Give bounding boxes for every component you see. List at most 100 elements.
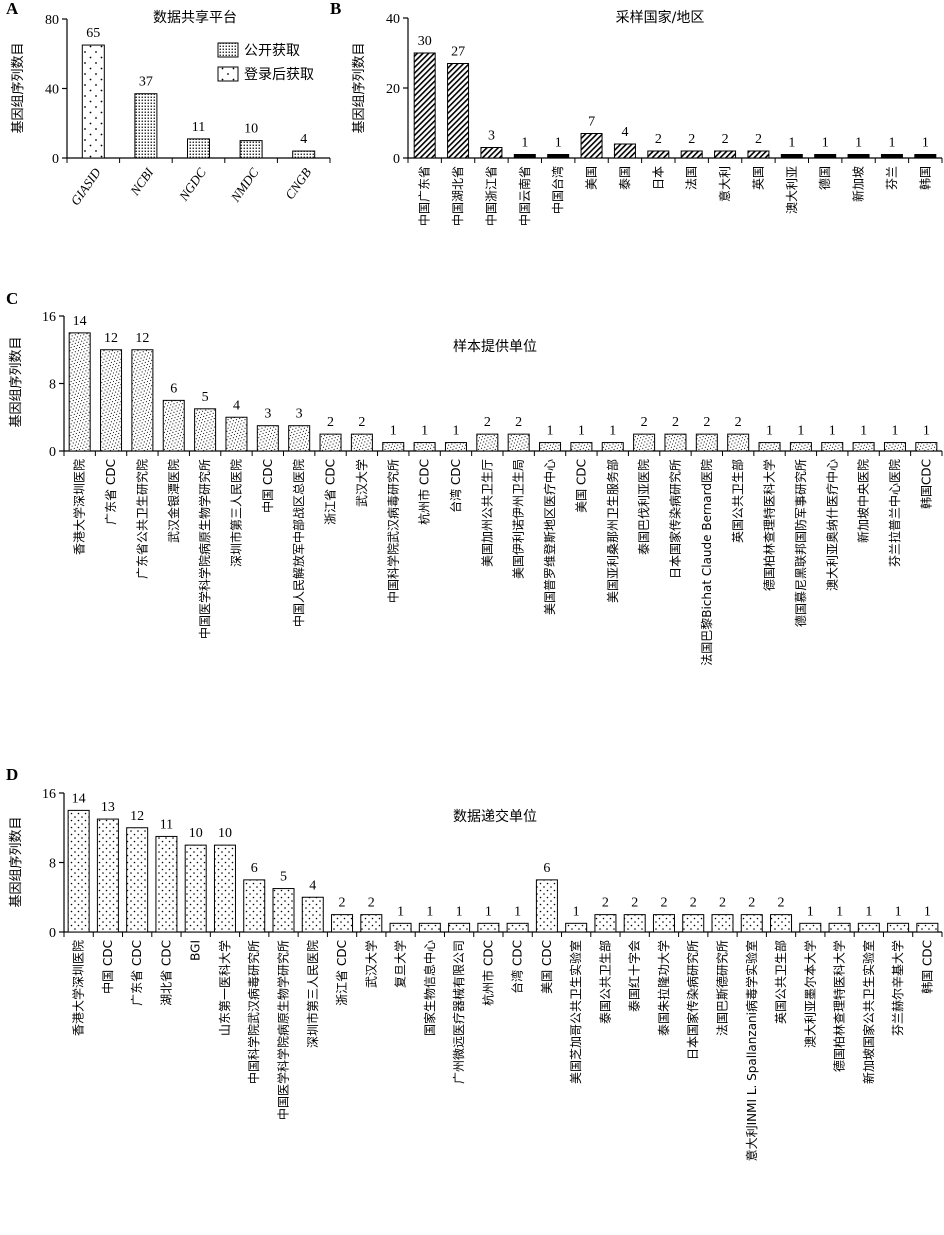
- data-label: 10: [244, 122, 258, 137]
- category-label: 美国 CDC: [574, 459, 588, 513]
- bar: [448, 922, 471, 933]
- bar: [623, 914, 646, 933]
- data-label: 2: [327, 415, 334, 430]
- category-label: 德国慕尼黑联邦国防军事研究所: [793, 459, 808, 627]
- data-label: 1: [895, 904, 902, 919]
- category-label: 湖北省 CDC: [158, 940, 173, 1006]
- category-label: 广东省公共卫生研究院: [134, 459, 149, 579]
- category-label: 法国巴斯德研究所: [715, 940, 730, 1036]
- y-tick-label: 20: [386, 82, 400, 97]
- bar: [789, 442, 812, 452]
- bar: [633, 433, 656, 452]
- data-label: 10: [189, 826, 203, 841]
- data-label: 1: [788, 136, 795, 151]
- data-label: 1: [578, 424, 585, 439]
- data-label: 2: [735, 415, 742, 430]
- legend-label: 公开获取: [244, 43, 300, 59]
- category-label: 美国普罗维登斯地区医疗中心: [542, 459, 557, 615]
- bar: [680, 150, 703, 159]
- bar: [301, 896, 324, 933]
- bar: [740, 914, 763, 933]
- bar: [256, 425, 279, 452]
- bar: [580, 133, 603, 159]
- bar: [513, 154, 536, 159]
- data-label: 10: [218, 826, 232, 841]
- category-label: 日本: [651, 166, 665, 190]
- bar: [225, 416, 248, 452]
- bar: [81, 44, 105, 159]
- bar: [447, 63, 470, 159]
- bar: [914, 154, 937, 159]
- category-label: NCBI: [127, 165, 157, 199]
- data-label: 2: [778, 896, 785, 911]
- data-label: 1: [390, 424, 397, 439]
- data-label: 1: [397, 904, 404, 919]
- data-label: 2: [602, 896, 609, 911]
- category-label: 中国人民解放军中部战区总医院: [291, 459, 306, 627]
- bar: [506, 922, 529, 933]
- category-label: 德国柏林查理特医科大学: [762, 459, 777, 591]
- bar: [155, 835, 178, 933]
- bar: [413, 52, 436, 159]
- data-label: 1: [514, 904, 521, 919]
- bar: [780, 154, 803, 159]
- category-label: 泰国红十字会: [627, 940, 642, 1012]
- y-tick-label: 16: [42, 787, 56, 802]
- bar: [758, 442, 781, 452]
- bar: [880, 154, 903, 159]
- category-label: 中国科学院武汉病毒研究所: [246, 940, 261, 1084]
- data-label: 2: [368, 896, 375, 911]
- category-label: 香港大学深圳医院: [72, 459, 87, 555]
- data-label: 2: [688, 132, 695, 147]
- category-label: 深圳市第三人民医院: [305, 940, 320, 1048]
- bar: [852, 442, 875, 452]
- bar: [134, 93, 158, 159]
- data-label: 1: [766, 424, 773, 439]
- data-label: 1: [555, 136, 562, 151]
- data-label: 12: [135, 331, 149, 346]
- bar: [331, 914, 354, 933]
- bar: [382, 442, 405, 452]
- category-label: 泰国朱拉隆功大学: [656, 940, 671, 1036]
- data-label: 5: [280, 870, 287, 885]
- data-label: 1: [829, 424, 836, 439]
- data-label: 2: [631, 896, 638, 911]
- category-label: 泰国公共卫生部: [597, 940, 612, 1024]
- data-label: 2: [672, 415, 679, 430]
- category-label: 深圳市第三人民医院: [228, 459, 243, 567]
- y-axis-label: 基因组序列数目: [352, 42, 367, 133]
- bar: [714, 150, 737, 159]
- data-label: 2: [339, 896, 346, 911]
- category-label: 复旦大学: [393, 940, 408, 988]
- data-label: 4: [309, 878, 316, 893]
- bar: [695, 433, 718, 452]
- category-label: CNGB: [282, 165, 314, 202]
- category-label: 泰国: [618, 166, 632, 190]
- bar: [288, 425, 311, 452]
- y-tick-label: 0: [49, 926, 56, 941]
- chart-title: 采样国家/地区: [616, 9, 705, 26]
- bar: [647, 150, 670, 159]
- chart-title: 数据递交单位: [453, 808, 537, 825]
- category-label: 浙江省 CDC: [324, 459, 338, 525]
- data-label: 1: [923, 424, 930, 439]
- bar: [162, 399, 185, 452]
- category-label: 美国亚利桑那州卫生服务部: [605, 459, 620, 603]
- category-label: 台湾 CDC: [448, 459, 463, 513]
- category-label: 广东省 CDC: [104, 459, 118, 525]
- data-label: 2: [748, 896, 755, 911]
- panel-label: B: [330, 0, 341, 18]
- bar: [539, 442, 562, 452]
- data-label: 65: [86, 26, 100, 41]
- data-label: 7: [588, 115, 595, 130]
- panel-label: C: [6, 289, 18, 308]
- category-label: 台湾 CDC: [510, 940, 525, 994]
- category-label: 中国医学科学院病原生物学研究所: [197, 459, 212, 639]
- bar: [131, 349, 154, 452]
- bar: [711, 914, 734, 933]
- data-label: 4: [300, 132, 307, 147]
- bar: [418, 922, 441, 933]
